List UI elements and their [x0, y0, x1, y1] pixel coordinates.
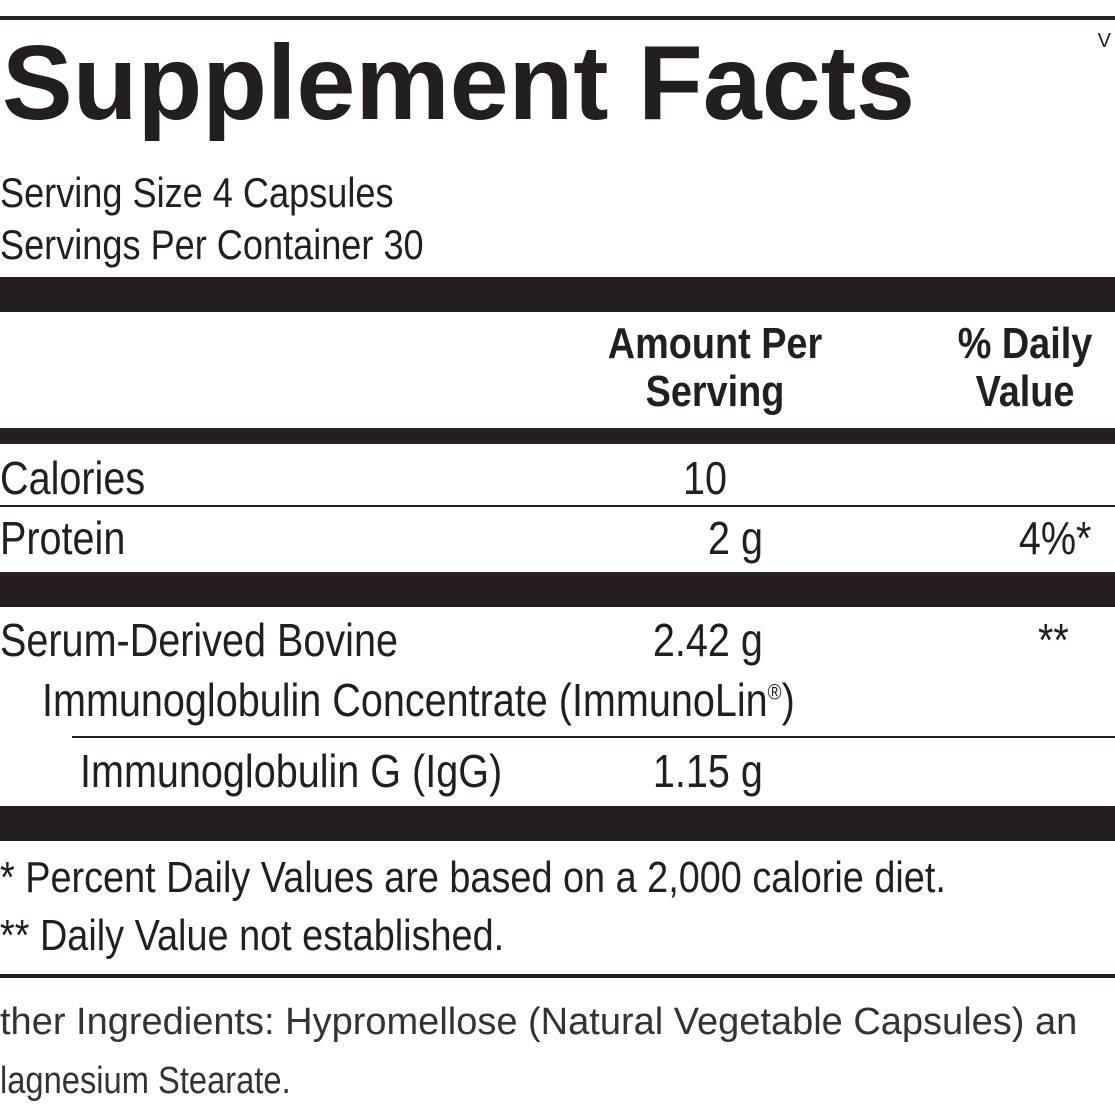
- calories-amount: 10: [682, 452, 727, 504]
- serum-label-line1: Serum-Derived Bovine: [0, 614, 398, 666]
- amount-per-serving-header: Amount Per Serving: [595, 320, 836, 416]
- protein-amount: 2 g: [708, 512, 763, 564]
- other-ingredients-line1-text: ther Ingredients: Hypromellose (Natural …: [0, 1001, 1078, 1043]
- serum-label-line2-text: Immunoglobulin Concentrate (ImmunoLin: [42, 674, 768, 726]
- serum-daily-value: **: [1038, 614, 1069, 666]
- thick-bar-top: [0, 277, 1115, 312]
- calories-label: Calories: [0, 452, 146, 504]
- igg-amount: 1.15 g: [653, 745, 763, 797]
- registered-mark: ®: [767, 679, 782, 705]
- amount-header-line2: Serving: [645, 367, 785, 416]
- calories-divider: [0, 505, 1115, 507]
- igg-label: Immunoglobulin G (IgG): [80, 745, 503, 797]
- igg-divider: [72, 736, 1115, 738]
- serum-label-line2-close: ): [781, 674, 795, 726]
- serum-amount: 2.42 g: [653, 614, 763, 666]
- dv-header-line2: Value: [975, 367, 1075, 416]
- other-ingredients-line2: lagnesium Stearate.: [0, 1060, 291, 1102]
- header-bar: [0, 428, 1115, 444]
- thick-bar-middle: [0, 572, 1115, 607]
- corner-mark: V: [1097, 30, 1111, 52]
- amount-header-line1: Amount Per: [607, 319, 823, 368]
- serving-size: Serving Size 4 Capsules: [0, 169, 394, 216]
- other-ingredients-line1: ther Ingredients: Hypromellose (Natural …: [0, 1003, 1115, 1041]
- footnote-percent-dv: * Percent Daily Values are based on a 2,…: [0, 853, 946, 902]
- daily-value-header: % Daily Value: [922, 320, 1115, 416]
- label-title: Supplement Facts: [2, 24, 915, 142]
- thick-bar-bottom: [0, 806, 1115, 841]
- servings-per-container: Servings Per Container 30: [0, 221, 424, 268]
- protein-daily-value: 4%*: [1018, 512, 1091, 564]
- footnote-dv-not-established: ** Daily Value not established.: [0, 911, 505, 960]
- serum-label-line2: Immunoglobulin Concentrate (ImmunoLin®): [42, 677, 795, 723]
- dv-header-line1: % Daily: [957, 319, 1093, 368]
- protein-label: Protein: [0, 512, 126, 564]
- top-rule: [0, 16, 1115, 20]
- bottom-rule: [0, 974, 1115, 978]
